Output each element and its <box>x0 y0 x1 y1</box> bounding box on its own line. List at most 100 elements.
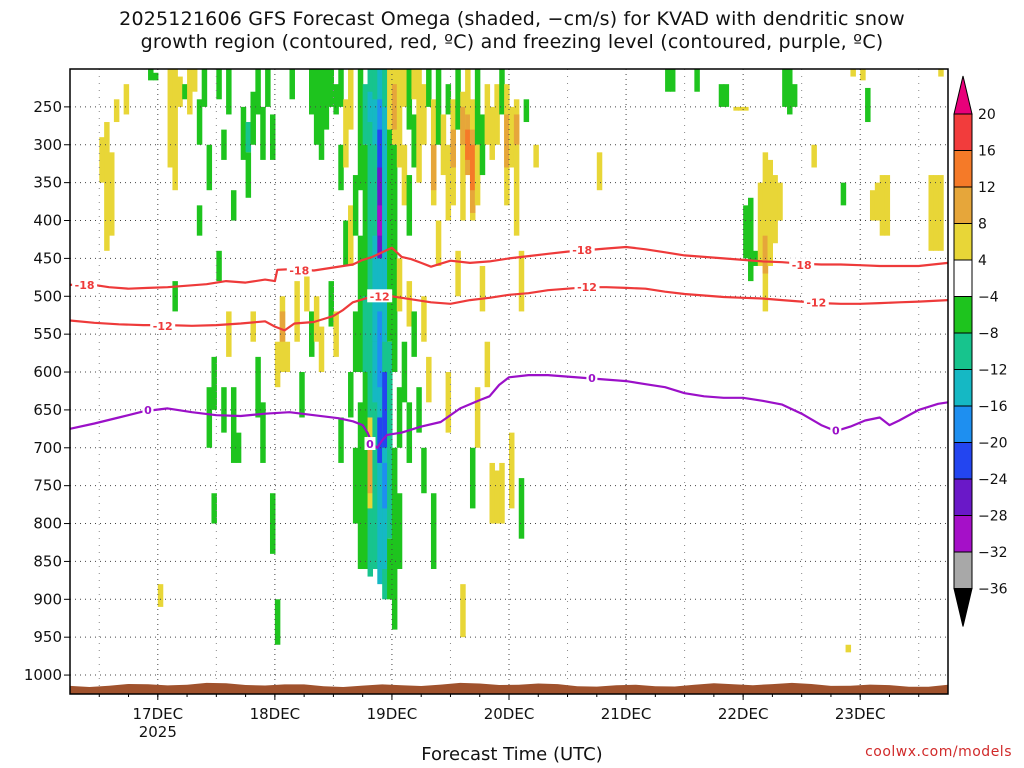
omega-cell <box>348 372 354 418</box>
colorbar-label: −28 <box>978 509 1008 525</box>
omega-cell <box>377 417 383 463</box>
omega-cell <box>748 197 754 282</box>
x-tick-label: 20DEC <box>484 705 535 723</box>
omega-cell <box>938 175 944 251</box>
omega-cell <box>430 493 437 569</box>
contour-label: -12 <box>806 296 826 309</box>
omega-cell <box>235 432 242 463</box>
omega-cell <box>469 144 476 191</box>
omega-cell <box>484 341 491 388</box>
omega-cell <box>411 311 417 357</box>
omega-cell <box>123 84 130 115</box>
omega-cell <box>304 273 310 312</box>
omega-cell <box>738 106 744 111</box>
omega-cell <box>269 493 276 554</box>
omega-cell <box>367 69 374 577</box>
colorbar-segment <box>953 296 973 334</box>
omega-cell <box>391 144 398 373</box>
omega-cell <box>260 402 266 463</box>
omega-cell <box>479 114 486 176</box>
omega-cell <box>406 175 413 236</box>
omega-cell <box>933 175 939 251</box>
y-tick-label: 700 <box>33 439 62 457</box>
omega-cell <box>391 447 398 630</box>
omega-cell <box>357 235 364 373</box>
omega-cell <box>777 182 783 221</box>
colorbar-segment <box>953 186 973 224</box>
contour-label-bg <box>586 371 598 385</box>
omega-cell <box>333 311 339 357</box>
colorbar-label: 20 <box>978 107 996 123</box>
omega-cell <box>274 341 281 388</box>
omega-cell <box>265 69 271 107</box>
omega-cell <box>840 182 847 206</box>
x-tick-label: 21DEC <box>601 705 652 723</box>
colorbar-label: 16 <box>978 144 996 160</box>
omega-cell <box>318 69 325 160</box>
omega-cell <box>811 144 817 168</box>
y-tick-label: 400 <box>33 212 62 230</box>
omega-cell <box>167 69 174 168</box>
omega-cell <box>182 84 188 100</box>
omega-cell <box>382 106 388 342</box>
colorbar-segment <box>953 259 973 297</box>
omega-cell <box>216 250 222 282</box>
omega-cell <box>416 387 422 433</box>
omega-cell <box>504 114 510 168</box>
dgz-12C-contour <box>69 286 949 332</box>
omega-cell <box>382 462 388 509</box>
y-tick-label: 350 <box>33 174 62 192</box>
terrain-band <box>70 682 948 694</box>
omega-cell <box>338 69 344 107</box>
omega-cell <box>865 87 871 123</box>
omega-cell <box>411 114 417 168</box>
contour-label-bg <box>150 318 176 332</box>
omega-cell <box>445 84 452 115</box>
contour-lines: -18 -18 -18 -18 -12 -12 -12 -12 0 0 0 0 <box>69 243 949 451</box>
omega-cell <box>221 129 227 160</box>
credit-link[interactable]: coolwx.com/models <box>865 744 1012 760</box>
omega-cell <box>187 69 193 115</box>
omega-cell <box>299 372 305 418</box>
y-tick-label: 1000 <box>24 666 62 684</box>
omega-cell <box>343 99 349 168</box>
omega-cell <box>743 205 749 259</box>
colorbar-label: −20 <box>978 436 1008 452</box>
grid-lines <box>70 69 948 694</box>
omega-cell <box>352 175 359 236</box>
omega-cell <box>309 311 315 357</box>
omega-cell <box>499 69 505 115</box>
omega-cell <box>357 69 364 191</box>
contour-label: 0 <box>588 372 596 385</box>
omega-cell <box>440 114 447 176</box>
omega-cell <box>196 205 203 236</box>
omega-cell <box>596 152 603 191</box>
omega-cell <box>411 69 417 100</box>
omega-cell <box>177 76 183 107</box>
contour-label-bg <box>72 277 98 291</box>
omega-cell <box>513 99 520 236</box>
contour-label: 0 <box>144 404 152 417</box>
omega-cell <box>274 599 281 645</box>
omega-cell <box>509 106 515 168</box>
colorbar-label: −36 <box>978 582 1008 598</box>
omega-cell <box>460 584 466 638</box>
omega-cell <box>762 152 769 312</box>
omega-cell <box>455 250 461 297</box>
colorbar-segment <box>953 369 973 407</box>
omega-cell <box>148 69 154 81</box>
x-tick-label: 18DEC <box>250 705 301 723</box>
omega-cell <box>99 137 105 183</box>
omega-cell <box>367 447 374 494</box>
omega-cell <box>445 144 452 221</box>
omega-cell <box>348 69 354 130</box>
y-tick-label: 550 <box>33 325 62 343</box>
omega-cell <box>255 69 261 115</box>
omega-cell <box>435 69 442 145</box>
colorbar-label: −24 <box>978 472 1008 488</box>
omega-cell <box>260 106 266 160</box>
contour-label-bg <box>364 437 376 450</box>
omega-cell <box>938 69 944 77</box>
omega-cell <box>396 69 403 168</box>
